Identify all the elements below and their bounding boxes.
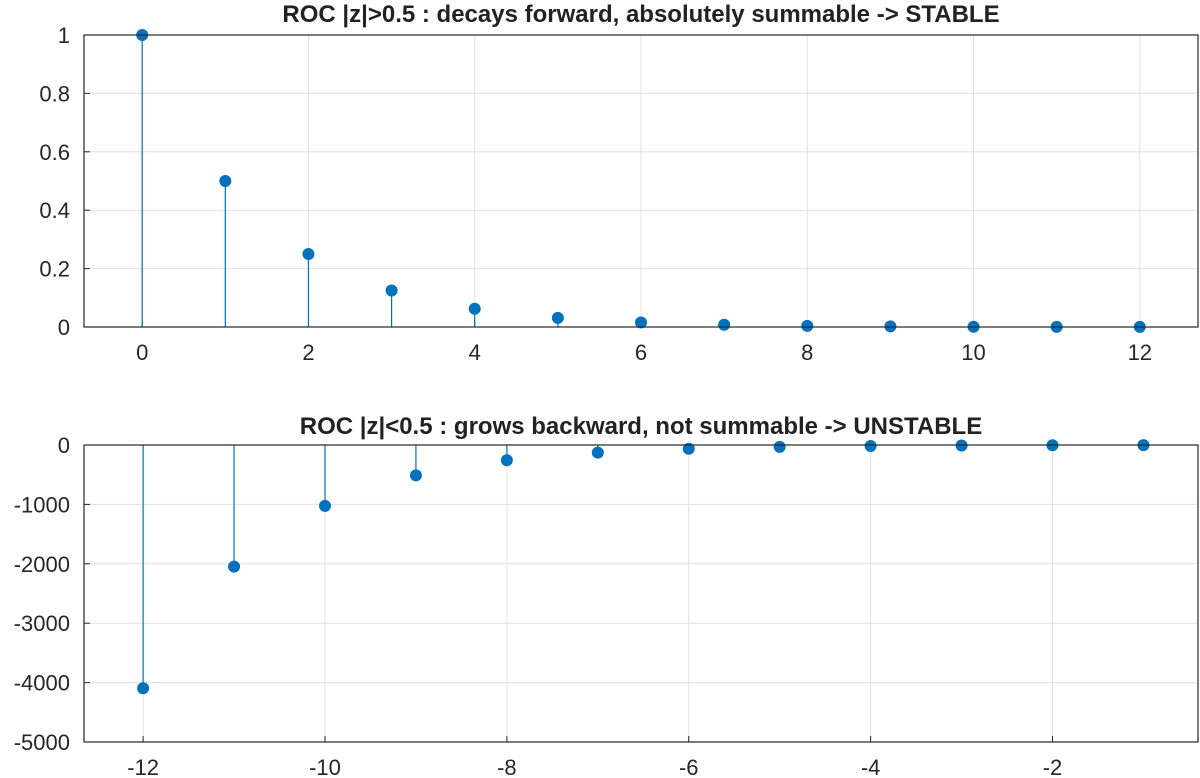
stem-marker [551,311,564,324]
x-tick-label: 2 [302,340,314,365]
y-tick-label: 0.6 [39,140,70,165]
x-tick-label: 6 [635,340,647,365]
x-tick-label: -12 [127,755,159,778]
stem-marker [773,440,786,453]
stem-marker [318,499,331,512]
y-tick-label: -3000 [14,611,70,636]
stem-marker [718,318,731,331]
stem-marker [500,454,513,467]
y-tick-label: 1 [58,23,70,48]
stem-marker [228,560,241,573]
x-tick-label: 4 [469,340,481,365]
x-tick-label: -4 [861,755,881,778]
x-tick-label: -6 [679,755,699,778]
y-tick-label: -5000 [14,730,70,755]
stem-marker [385,284,398,297]
y-tick-label: -1000 [14,492,70,517]
chart-title: ROC |z|<0.5 : grows backward, not summab… [300,413,982,440]
x-tick-label: 8 [801,340,813,365]
axes-frame [83,34,1199,328]
stem-marker [409,469,422,482]
y-tick-label: 0 [58,433,70,458]
y-tick-label: 0.4 [39,198,70,223]
x-tick-label: -8 [497,755,517,778]
stem-marker [468,302,481,315]
stem-marker [591,446,604,459]
y-tick-label: 0.8 [39,81,70,106]
stable-stem-plot: 0 2 4 6 8 10 12 0 0.2 0.4 0.6 0.8 1 ROC |z|>0.5 : dec… [39,1,1199,365]
x-tick-label: 12 [1128,340,1152,365]
stem-marker [302,248,315,260]
stem-marker [137,682,150,695]
stem-marker [864,439,877,452]
y-tick-label: -4000 [14,671,70,696]
x-tick-label: -2 [1043,755,1063,778]
x-tick-label: 0 [136,340,148,365]
unstable-stem-plot: -12 -10 -8 -6 -4 -2 -5000 -4000 -3000 -2000 -1000 0… [14,413,1199,778]
y-tick-label: 0.2 [39,257,70,282]
chart-title: ROC |z|>0.5 : decays forward, absolutely… [282,1,999,28]
stem-marker [635,316,647,329]
x-tick-label: -10 [309,755,341,778]
stem-marker [682,442,695,455]
y-tick-label: 0 [58,315,70,340]
stem-marker [801,319,814,332]
axes-frame [83,444,1199,743]
y-tick-label: -2000 [14,552,70,577]
x-tick-label: 10 [961,340,985,365]
stem-marker [219,175,232,187]
